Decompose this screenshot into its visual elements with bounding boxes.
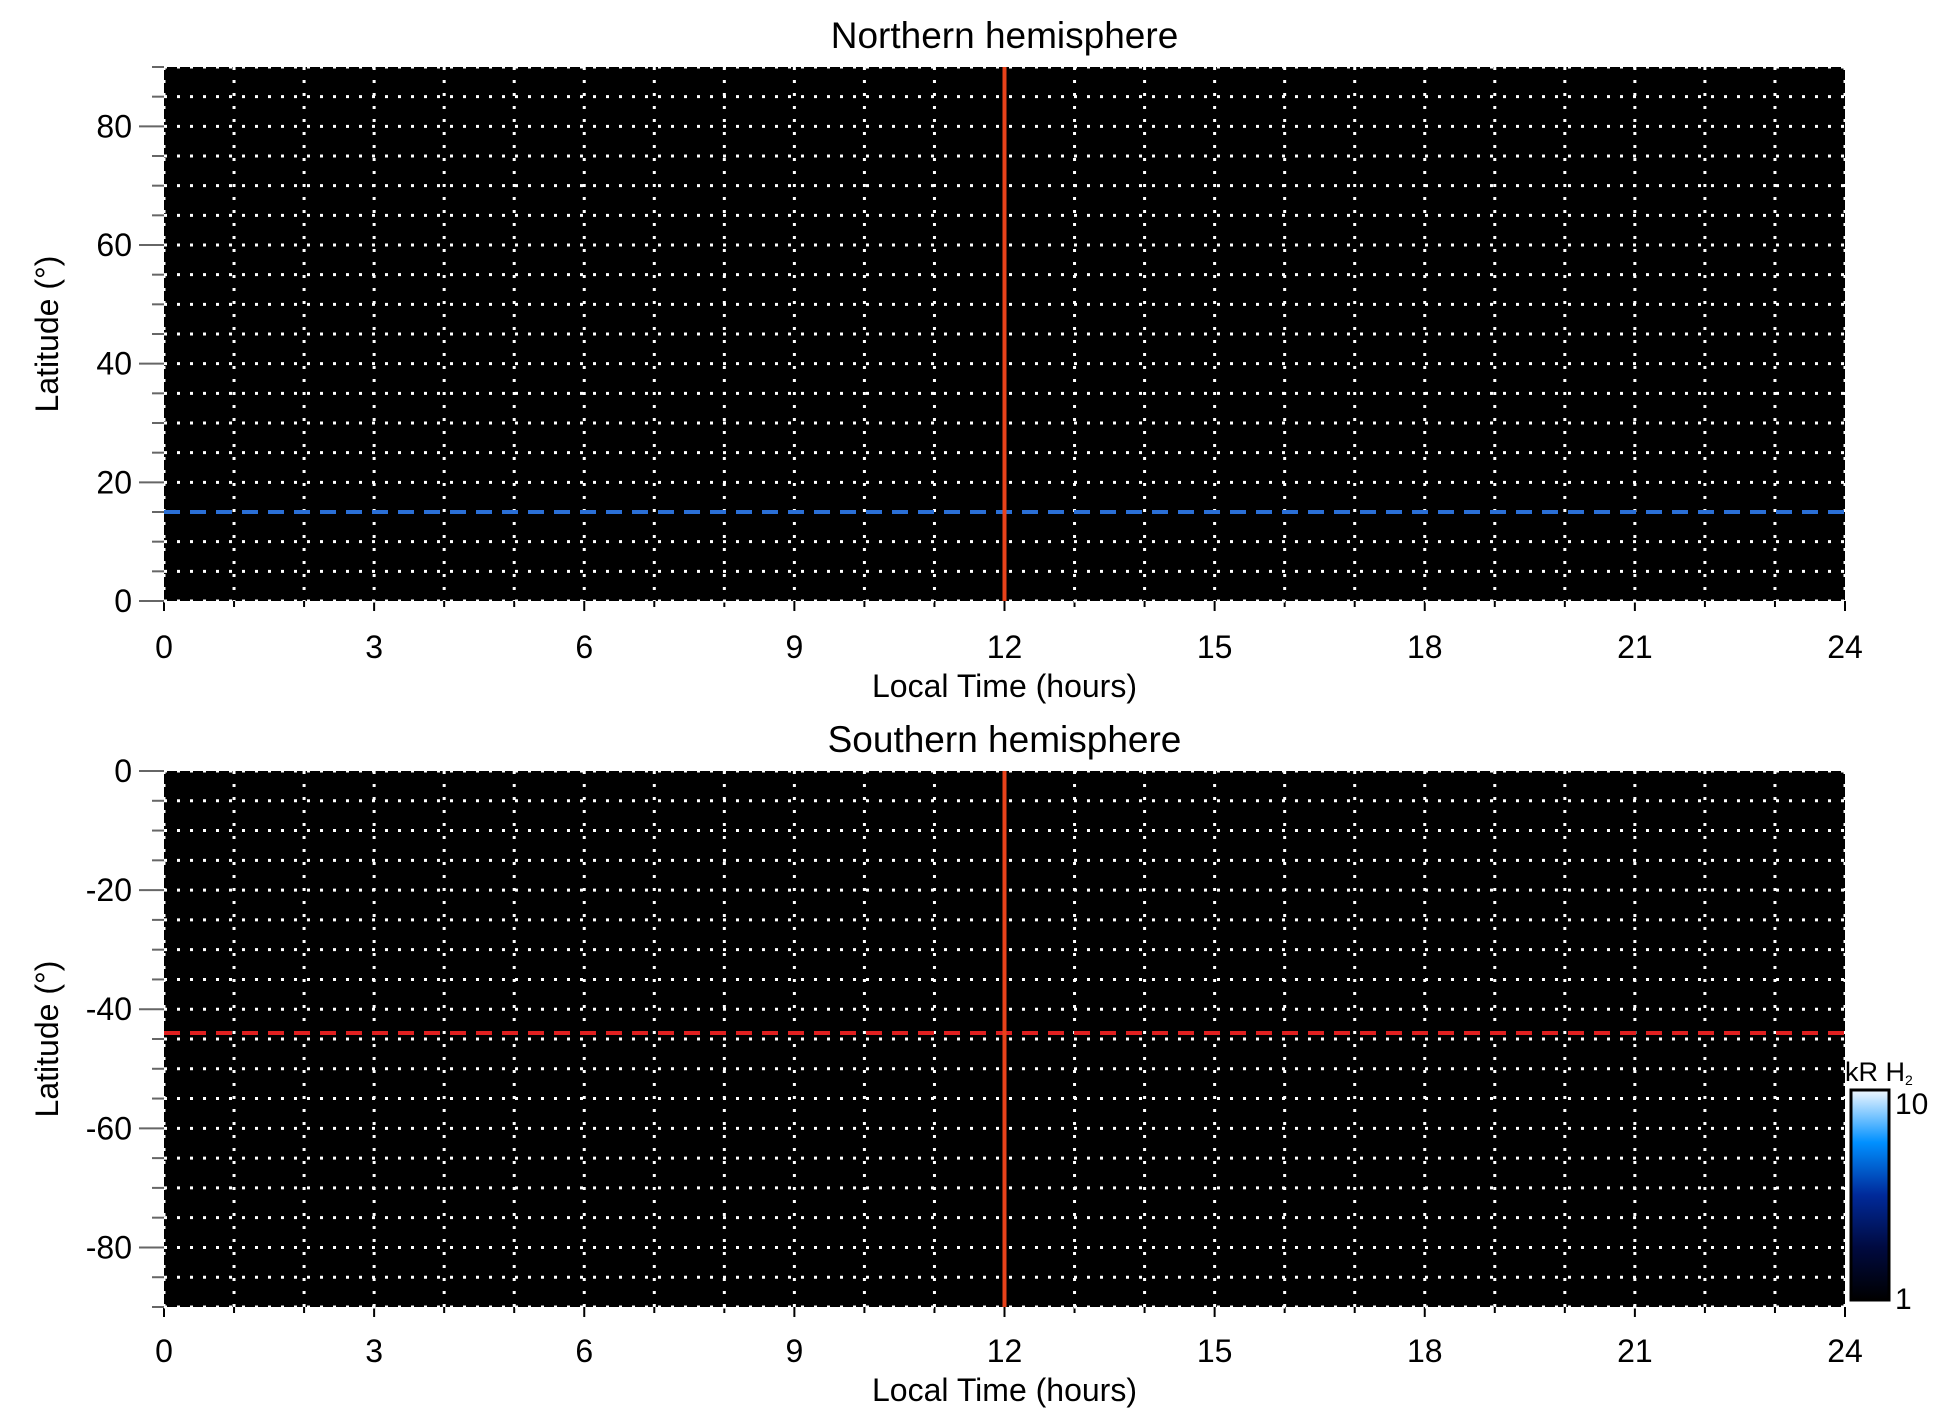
y-tick-label: 20 xyxy=(96,464,132,500)
x-tick-label: 15 xyxy=(1197,629,1233,665)
x-tick-label: 9 xyxy=(785,629,803,665)
chart-title: Southern hemisphere xyxy=(828,719,1182,760)
x-tick-label: 12 xyxy=(987,629,1023,665)
x-axis-label: Local Time (hours) xyxy=(872,1372,1137,1408)
colorbar-min-label: 1 xyxy=(1895,1283,1912,1316)
y-tick-label: -60 xyxy=(86,1110,132,1146)
y-axis-label: Latitude (°) xyxy=(29,256,65,413)
colorbar-gradient xyxy=(1849,1088,1891,1302)
y-tick-label: 60 xyxy=(96,227,132,263)
x-tick-label: 3 xyxy=(365,1333,383,1369)
x-tick-label: 18 xyxy=(1407,1333,1443,1369)
colorbar-max-label: 10 xyxy=(1895,1088,1928,1121)
x-tick-label: 15 xyxy=(1197,1333,1233,1369)
x-tick-label: 9 xyxy=(785,1333,803,1369)
colorbar-label: kR H2 xyxy=(1845,1057,1913,1088)
chart-title: Northern hemisphere xyxy=(831,15,1179,56)
x-tick-label: 0 xyxy=(155,629,173,665)
y-tick-label: 0 xyxy=(114,583,132,619)
panel-southern: 0 3 6 9 12 15 18 21 24 0 -20 -40 -60 -80 Southern hemi… xyxy=(29,719,1863,1408)
x-axis-label: Local Time (hours) xyxy=(872,668,1137,704)
x-tick-label: 18 xyxy=(1407,629,1443,665)
y-tick-label: 80 xyxy=(96,108,132,144)
y-tick-label: -80 xyxy=(86,1229,132,1265)
y-tick-label: -20 xyxy=(86,872,132,908)
x-tick-label: 21 xyxy=(1617,1333,1653,1369)
y-tick-label: -40 xyxy=(86,991,132,1027)
x-tick-label: 6 xyxy=(575,1333,593,1369)
x-tick-label: 24 xyxy=(1827,1333,1863,1369)
y-axis-label: Latitude (°) xyxy=(29,961,65,1118)
x-tick-label: 0 xyxy=(155,1333,173,1369)
y-tick-label: 40 xyxy=(96,346,132,382)
x-tick-label: 3 xyxy=(365,629,383,665)
panel-northern: 0 3 6 9 12 15 18 21 24 0 20 40 60 80 Northern hemisphe… xyxy=(29,15,1863,704)
x-tick-label: 24 xyxy=(1827,629,1863,665)
x-tick-label: 21 xyxy=(1617,629,1653,665)
y-tick-label: 0 xyxy=(114,753,132,789)
x-tick-label: 12 xyxy=(987,1333,1023,1369)
x-tick-label: 6 xyxy=(575,629,593,665)
colorbar: kR H2 10 1 xyxy=(1845,1057,1928,1316)
